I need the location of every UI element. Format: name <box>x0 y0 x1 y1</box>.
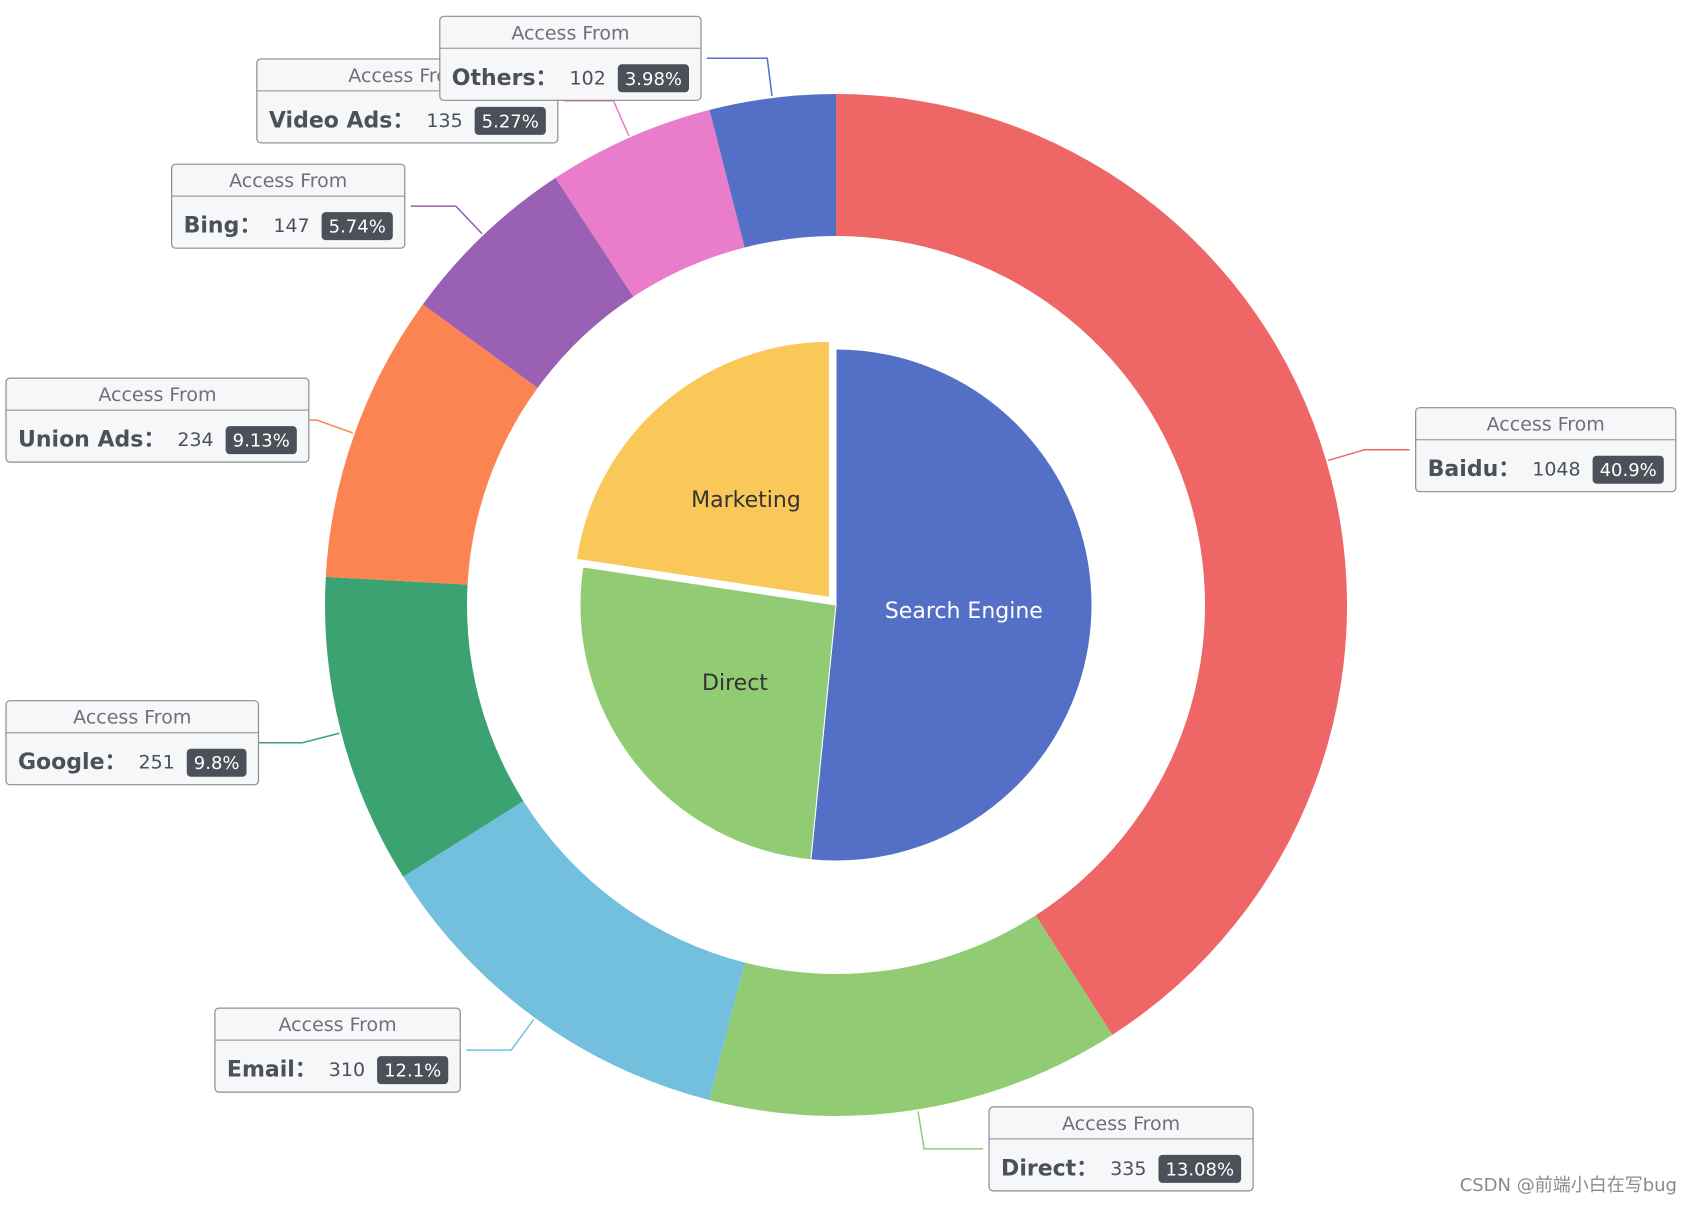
label-value: 1048 <box>1532 459 1580 481</box>
label-box-union-ads: Access From Union Ads： 234 9.13% <box>5 377 310 463</box>
pie-slice-direct[interactable] <box>579 566 837 861</box>
label-line-google <box>257 732 340 744</box>
label-value: 135 <box>426 110 462 132</box>
label-box-baidu: Access From Baidu： 1048 40.9% <box>1415 407 1677 493</box>
label-percent: 5.27% <box>482 111 539 132</box>
label-value: 310 <box>329 1059 365 1081</box>
label-value: 102 <box>570 67 606 89</box>
inner-pie <box>575 340 1093 862</box>
label-percent: 9.13% <box>233 431 290 452</box>
label-header: Access From <box>511 22 629 44</box>
label-lines <box>257 57 1410 1150</box>
label-percent-badge <box>1592 455 1664 484</box>
label-percent: 9.8% <box>194 753 240 774</box>
ring-slice-bing[interactable] <box>422 177 634 388</box>
ring-slice-baidu[interactable] <box>836 94 1347 1035</box>
outer-ring-labels: Access From Baidu： 1048 40.9% Access From Dir… <box>5 15 1677 1192</box>
ring-slice-others[interactable] <box>709 94 836 248</box>
label-name: Baidu： <box>1428 457 1521 482</box>
label-box-others: Access From Others： 102 3.98% <box>439 15 702 101</box>
label-name: Google： <box>18 750 127 775</box>
label-name: Others： <box>452 66 558 91</box>
label-value: 251 <box>139 752 175 774</box>
label-name: Video Ads： <box>269 108 415 133</box>
label-line-bing <box>410 205 483 235</box>
watermark: CSDN @前端小白在写bug <box>1459 1175 1677 1196</box>
inner-pie-labels: Search Engine Direct Marketing <box>691 488 1043 696</box>
label-percent-badge <box>186 748 247 777</box>
pie-label-marketing: Marketing <box>691 488 801 513</box>
pie-label-search-engine: Search Engine <box>885 599 1043 624</box>
ring-slice-google[interactable] <box>325 576 524 877</box>
label-value: 234 <box>177 429 213 451</box>
ring-slice-email[interactable] <box>403 801 745 1101</box>
outer-ring <box>325 94 1347 1116</box>
label-percent-badge <box>617 64 690 93</box>
label-header: Access From <box>229 170 347 192</box>
label-name: Union Ads： <box>18 428 165 453</box>
label-percent-badge <box>474 106 546 135</box>
label-name: Email： <box>227 1058 317 1083</box>
label-percent-badge <box>225 426 297 455</box>
label-header: Access From <box>1062 1113 1180 1135</box>
label-line-email <box>466 1018 535 1051</box>
label-box-bing: Access From Bing： 147 5.74% <box>171 163 406 249</box>
label-percent-badge <box>1158 1154 1242 1183</box>
label-percent: 3.98% <box>625 69 682 90</box>
label-box-direct: Access From Direct： 335 13.08% <box>988 1106 1254 1192</box>
label-line-others <box>707 57 773 97</box>
ring-slice-video-ads[interactable] <box>555 109 745 297</box>
label-percent: 40.9% <box>1600 460 1657 481</box>
label-box-email: Access From Email： 310 12.1% <box>214 1007 461 1093</box>
ring-slice-direct[interactable] <box>709 915 1113 1116</box>
label-percent: 5.74% <box>329 217 386 238</box>
label-value: 147 <box>273 215 309 237</box>
label-percent-badge <box>377 1056 449 1085</box>
label-percent-badge <box>321 212 393 241</box>
label-name: Direct： <box>1001 1156 1098 1181</box>
pie-label-direct: Direct <box>702 671 768 696</box>
label-value: 335 <box>1110 1158 1146 1180</box>
ring-slice-union-ads[interactable] <box>325 304 538 585</box>
label-header: Access From <box>348 65 466 87</box>
pie-slice-marketing[interactable] <box>575 340 830 599</box>
label-percent: 13.08% <box>1165 1159 1234 1180</box>
label-header: Access From <box>1487 414 1605 436</box>
label-header: Access From <box>279 1014 397 1036</box>
label-line-baidu <box>1327 448 1410 462</box>
label-header: Access From <box>73 707 191 729</box>
label-line-video-ads <box>563 100 630 136</box>
label-header: Access From <box>98 384 216 406</box>
label-percent: 12.1% <box>384 1061 441 1082</box>
pie-slice-search-engine[interactable] <box>810 348 1093 862</box>
label-name: Bing： <box>184 214 262 239</box>
label-box-google: Access From Google： 251 9.8% <box>5 700 260 786</box>
label-line-direct <box>917 1111 984 1150</box>
